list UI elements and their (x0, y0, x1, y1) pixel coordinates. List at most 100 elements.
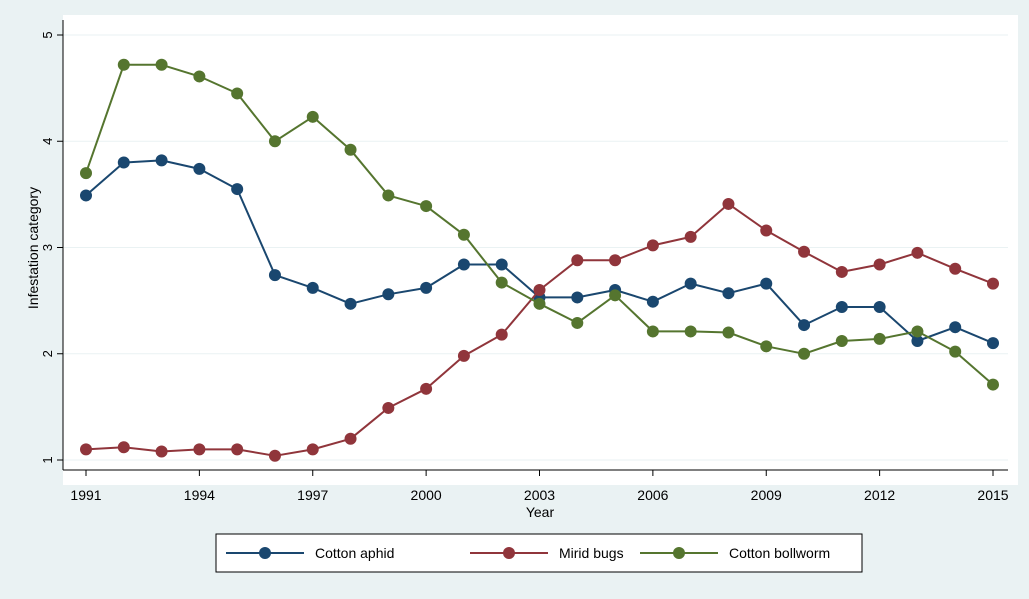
data-point (987, 277, 999, 290)
data-point (798, 347, 811, 360)
data-point (646, 239, 659, 252)
legend-label: Cotton bollworm (729, 545, 830, 561)
legend-item: Cotton bollworm (640, 545, 830, 561)
x-axis-label: Year (526, 504, 555, 520)
data-point (80, 443, 92, 456)
data-point (911, 335, 924, 347)
y-tick-label: 4 (40, 138, 55, 145)
legend-label: Mirid bugs (559, 545, 624, 561)
data-point (987, 378, 999, 391)
legend-marker (259, 547, 271, 559)
y-tick-label: 3 (40, 244, 55, 251)
data-point (533, 297, 546, 310)
data-point (571, 316, 584, 329)
legend: Cotton aphid Mirid bugs Cotton bollworm (215, 533, 863, 573)
data-point (949, 321, 962, 334)
data-point (760, 224, 773, 237)
data-point (193, 443, 206, 456)
data-point (457, 349, 470, 362)
data-point (533, 284, 546, 296)
data-point (684, 230, 697, 243)
data-point (760, 340, 773, 353)
x-tick-label: 2006 (637, 487, 668, 503)
data-point (609, 289, 622, 302)
data-point (911, 246, 924, 259)
data-point (155, 58, 168, 71)
data-point (722, 326, 735, 339)
y-axis-label: Infestation category (25, 187, 41, 309)
x-tick-label: 1991 (70, 487, 101, 503)
data-point (571, 254, 584, 267)
x-tick-label: 2009 (751, 487, 782, 503)
legend-item: Cotton aphid (226, 545, 394, 561)
data-point (117, 58, 130, 71)
data-point (495, 328, 508, 341)
data-point (420, 382, 433, 395)
x-tick-label: 1994 (184, 487, 215, 503)
data-point (382, 189, 395, 202)
series-2 (80, 58, 999, 391)
series-1 (80, 197, 999, 462)
plot-background (63, 15, 1018, 485)
data-point (949, 345, 962, 358)
data-point (193, 162, 206, 175)
legend-item: Mirid bugs (470, 545, 624, 561)
data-point (306, 281, 319, 294)
data-point (155, 445, 168, 458)
y-tick-label: 1 (40, 456, 55, 463)
data-point (80, 189, 92, 202)
data-point (495, 258, 508, 271)
data-point (987, 337, 999, 350)
data-point (873, 258, 886, 271)
data-point (835, 335, 848, 347)
data-point (117, 156, 130, 169)
data-point (684, 277, 697, 290)
data-point (231, 443, 244, 456)
data-point (949, 262, 962, 275)
data-point (798, 245, 811, 258)
data-point (873, 301, 886, 313)
data-point (268, 449, 281, 462)
legend-label: Cotton aphid (315, 545, 394, 561)
x-tick-label: 1997 (297, 487, 328, 503)
y-tick-label: 5 (40, 31, 55, 38)
x-tick-label: 2015 (977, 487, 1008, 503)
data-point (193, 70, 206, 83)
series (80, 58, 999, 462)
data-point (231, 87, 244, 100)
data-point (495, 276, 508, 289)
gridlines (63, 34, 1008, 461)
data-point (835, 265, 848, 278)
data-point (155, 154, 168, 167)
data-point (344, 432, 357, 445)
data-point (420, 200, 433, 213)
data-point (457, 228, 470, 241)
data-point (684, 325, 697, 338)
data-point (382, 288, 395, 301)
data-point (306, 443, 319, 456)
legend-marker (503, 547, 515, 559)
y-tick-label: 2 (40, 350, 55, 357)
data-point (382, 401, 395, 414)
data-point (722, 197, 735, 210)
data-point (268, 135, 281, 148)
data-point (420, 281, 433, 294)
data-point (722, 287, 735, 300)
data-point (760, 277, 773, 290)
x-tick-label: 2000 (411, 487, 442, 503)
data-point (873, 332, 886, 345)
data-point (609, 254, 622, 267)
data-point (798, 319, 811, 332)
data-point (344, 143, 357, 156)
x-tick-label: 2003 (524, 487, 555, 503)
data-point (457, 258, 470, 271)
x-tick-label: 2012 (864, 487, 895, 503)
data-point (911, 325, 924, 338)
data-point (646, 325, 659, 338)
data-point (231, 183, 244, 196)
axes (62, 20, 1008, 471)
data-point (344, 297, 357, 310)
data-point (835, 301, 848, 313)
